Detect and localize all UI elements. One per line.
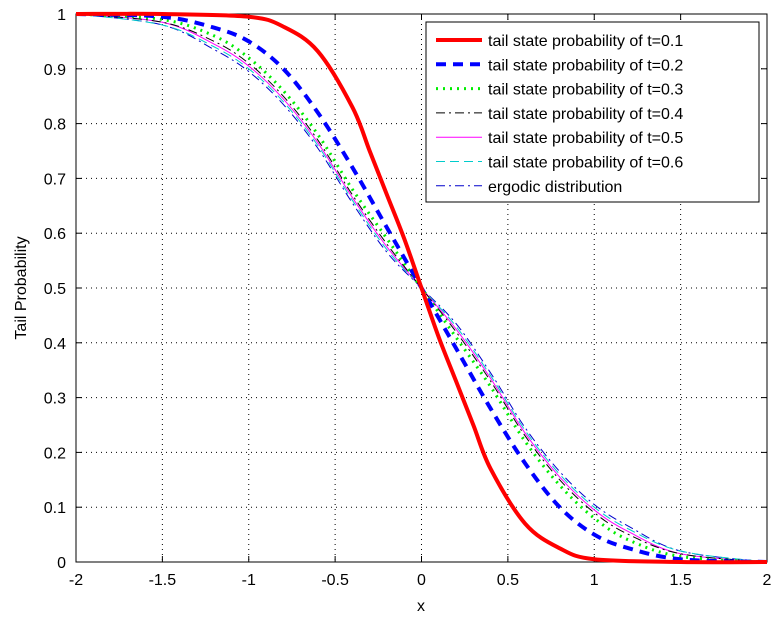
x-tick-label: 1.5: [670, 572, 692, 589]
x-tick-label: -1: [242, 572, 256, 589]
y-tick-label: 0.7: [44, 171, 66, 188]
legend-label: tail state probability of t=0.4: [488, 106, 683, 123]
legend-label: tail state probability of t=0.5: [488, 130, 683, 147]
y-tick-label: 0.3: [44, 391, 66, 408]
x-tick-label: 2: [763, 572, 771, 589]
x-tick-label: -0.5: [321, 572, 349, 589]
y-tick-label: 0.5: [44, 281, 66, 298]
x-tick-label: -1.5: [149, 572, 177, 589]
legend-label: tail state probability of t=0.1: [488, 33, 683, 50]
legend-label: tail state probability of t=0.6: [488, 155, 683, 172]
series-line: [75, 13, 768, 563]
y-tick-label: 0.4: [44, 336, 66, 353]
legend-box: [425, 21, 760, 203]
x-tick-label: 1: [590, 572, 599, 589]
y-tick-label: 1: [57, 7, 66, 24]
legend-label: tail state probability of t=0.3: [488, 82, 683, 99]
axis-ticks: -2 -1.5 -1 -0.5 0 0.5 1 1.5 2 0 0.1 0.2 0.3 0.4 0.5 0.6…: [44, 7, 771, 589]
legend: tail state probability of t=0.1 tail stat…: [425, 21, 760, 203]
y-tick-label: 0.9: [44, 62, 66, 79]
x-tick-label: -2: [69, 572, 83, 589]
series-line: [75, 11, 768, 565]
legend-label: tail state probability of t=0.2: [488, 57, 683, 74]
legend-label: ergodic distribution: [488, 179, 622, 196]
y-axis-label: Tail Probability: [13, 236, 30, 339]
series-lines: [75, 11, 768, 565]
y-tick-label: 0.6: [44, 226, 66, 243]
y-tick-label: 0.8: [44, 117, 66, 134]
x-tick-label: 0.5: [497, 572, 519, 589]
y-tick-label: 0: [57, 555, 66, 572]
x-axis-label: x: [417, 598, 425, 615]
y-tick-label: 0.1: [44, 500, 66, 517]
x-tick-label: 0: [417, 572, 426, 589]
y-tick-label: 0.2: [44, 445, 66, 462]
